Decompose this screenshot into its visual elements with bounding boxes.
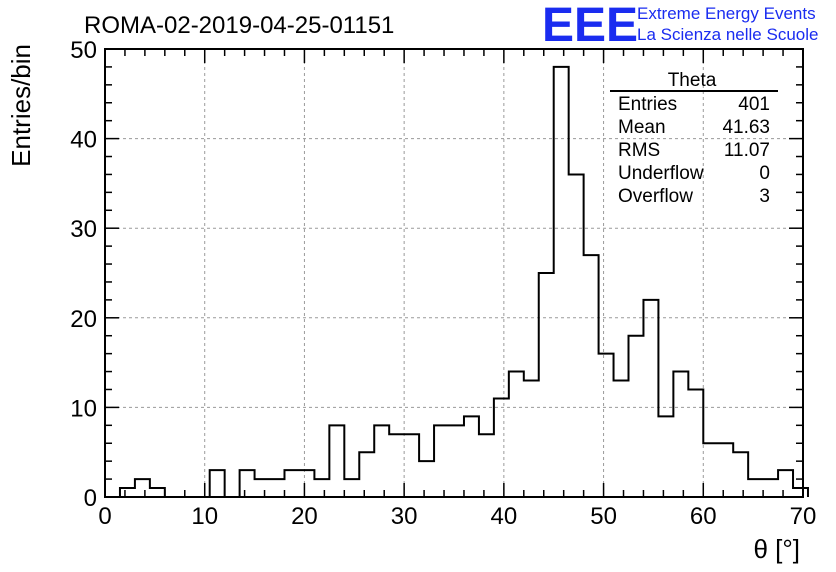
histogram-bin — [449, 425, 464, 497]
histogram-bin — [344, 479, 359, 497]
stats-value: 401 — [738, 94, 770, 115]
histogram-bin — [120, 488, 135, 497]
histogram-bin — [614, 381, 629, 497]
stats-value: 0 — [759, 163, 770, 184]
histogram-bin — [240, 470, 255, 497]
histogram-bin — [509, 372, 524, 497]
histogram-bin — [763, 479, 778, 497]
histogram-bin — [389, 434, 404, 497]
x-tick-label: 60 — [690, 503, 717, 530]
x-tick-label: 10 — [191, 503, 218, 530]
x-tick-label: 20 — [291, 503, 318, 530]
histogram-bin — [629, 336, 644, 497]
stats-value: 3 — [759, 186, 770, 207]
histogram-bin — [793, 488, 808, 497]
histogram-bin — [210, 470, 225, 497]
stats-label: Entries — [618, 94, 677, 115]
plot-frame — [104, 48, 804, 498]
histogram-bin — [434, 425, 449, 497]
x-axis-label: θ [°] — [753, 534, 800, 564]
histogram-bin — [419, 461, 434, 497]
y-tick-labels: 0 10 20 30 40 50 — [70, 37, 97, 512]
histogram-bin — [255, 479, 270, 497]
histogram-bin — [359, 452, 374, 497]
histogram-bin — [404, 434, 419, 497]
histogram-bin — [643, 300, 658, 497]
histogram-bin — [329, 425, 344, 497]
histogram-bin — [748, 479, 763, 497]
histogram-bin — [554, 67, 569, 497]
logo-line-2: La Scienza nelle Scuole — [637, 25, 818, 44]
grid-lines — [105, 49, 803, 497]
y-axis-label: Entries/bin — [6, 44, 36, 167]
histogram-bars — [105, 65, 809, 498]
histogram-bin — [658, 416, 673, 497]
histogram-bin — [270, 479, 285, 497]
stats-value: 41.63 — [722, 117, 770, 138]
histogram-bin — [135, 479, 150, 497]
histogram-bin — [314, 479, 329, 497]
stats-box: Theta Entries 401 Mean 41.63 RMS 11.07 Underfl… — [610, 70, 778, 207]
y-tick-label: 0 — [84, 485, 97, 512]
chart-title: ROMA-02-2019-04-25-01151 — [84, 12, 394, 39]
y-tick-label: 50 — [70, 37, 97, 64]
y-tick-label: 30 — [70, 216, 97, 243]
histogram-bin — [584, 255, 599, 497]
histogram-bin — [569, 174, 584, 497]
histogram-bin — [284, 470, 299, 497]
histogram-bin — [599, 354, 614, 497]
histogram-bin — [718, 443, 733, 497]
x-tick-label: 70 — [790, 503, 817, 530]
histogram-bin — [494, 398, 509, 497]
histogram-bin — [524, 381, 539, 497]
y-tick-label: 10 — [70, 395, 97, 422]
stats-label: Overflow — [618, 186, 693, 207]
logo-mark: EEE — [542, 0, 638, 52]
stats-name: Theta — [668, 70, 717, 91]
x-tick-labels: 0 10 20 30 40 50 60 70 — [98, 503, 816, 530]
y-tick-label: 20 — [70, 306, 97, 333]
stats-label: RMS — [618, 140, 660, 161]
histogram-bin — [539, 273, 554, 497]
axes-box — [104, 48, 804, 498]
histogram-bin — [374, 425, 389, 497]
histogram-bin — [703, 443, 718, 497]
histogram-bin — [464, 416, 479, 497]
histogram-bin — [688, 389, 703, 497]
x-tick-label: 30 — [391, 503, 418, 530]
stats-rows: Entries 401 Mean 41.63 RMS 11.07 Underflow 0 Ove… — [618, 94, 770, 207]
axis-ticks — [104, 48, 804, 498]
x-tick-label: 0 — [98, 503, 111, 530]
histogram-bin — [299, 470, 314, 497]
eee-logo: EEE Extreme Energy Events La Scienza nel… — [542, 0, 818, 52]
logo-line-1: Extreme Energy Events — [637, 4, 816, 23]
stats-label: Underflow — [618, 163, 704, 184]
histogram-bin — [150, 488, 165, 497]
y-tick-label: 40 — [70, 127, 97, 154]
x-tick-label: 50 — [590, 503, 617, 530]
stats-label: Mean — [618, 117, 666, 138]
histogram-outline — [105, 65, 809, 498]
histogram-bin — [673, 372, 688, 497]
x-tick-label: 40 — [491, 503, 518, 530]
stats-value: 11.07 — [724, 140, 770, 161]
histogram-bin — [778, 470, 793, 497]
histogram-bin — [479, 434, 494, 497]
histogram-bin — [733, 452, 748, 497]
